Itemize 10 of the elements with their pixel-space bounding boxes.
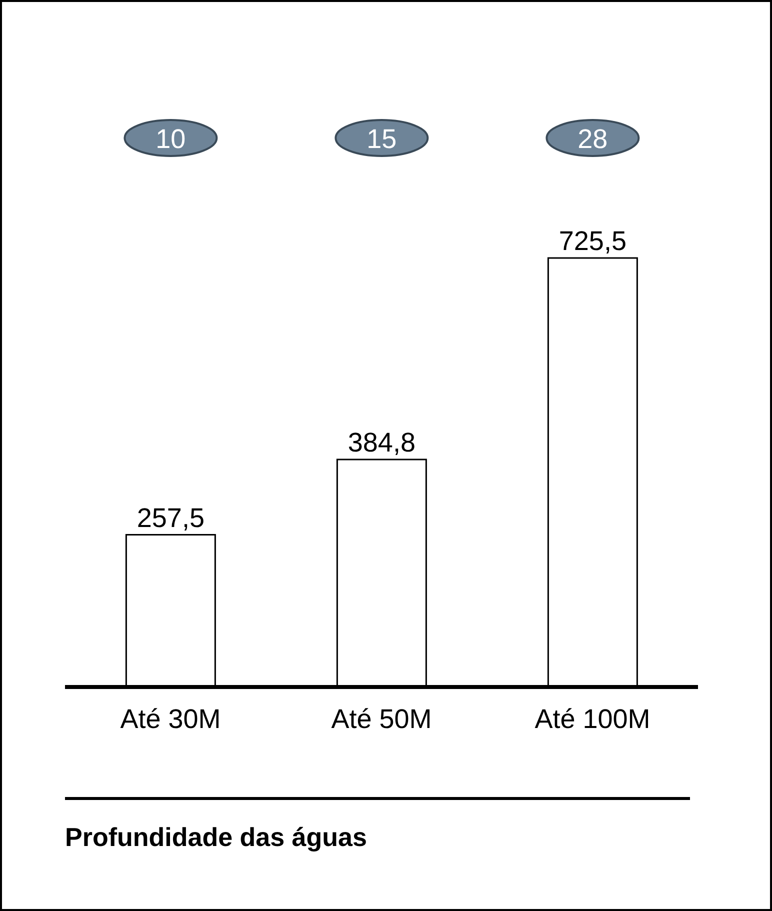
- text: Profundidade das águas: [65, 822, 367, 853]
- data-label: 725,5: [558, 226, 626, 256]
- oval-badge: 28: [546, 119, 640, 157]
- oval-badge: 15: [334, 119, 429, 157]
- data-label: 257,5: [136, 502, 204, 533]
- data-label: 384,8: [348, 427, 416, 458]
- x-tick-label: Até 100M: [534, 704, 650, 734]
- x-tick-label: Até 50M: [331, 704, 432, 734]
- x-tick-label: Até 30M: [120, 704, 221, 734]
- oval-badge: 10: [124, 119, 218, 157]
